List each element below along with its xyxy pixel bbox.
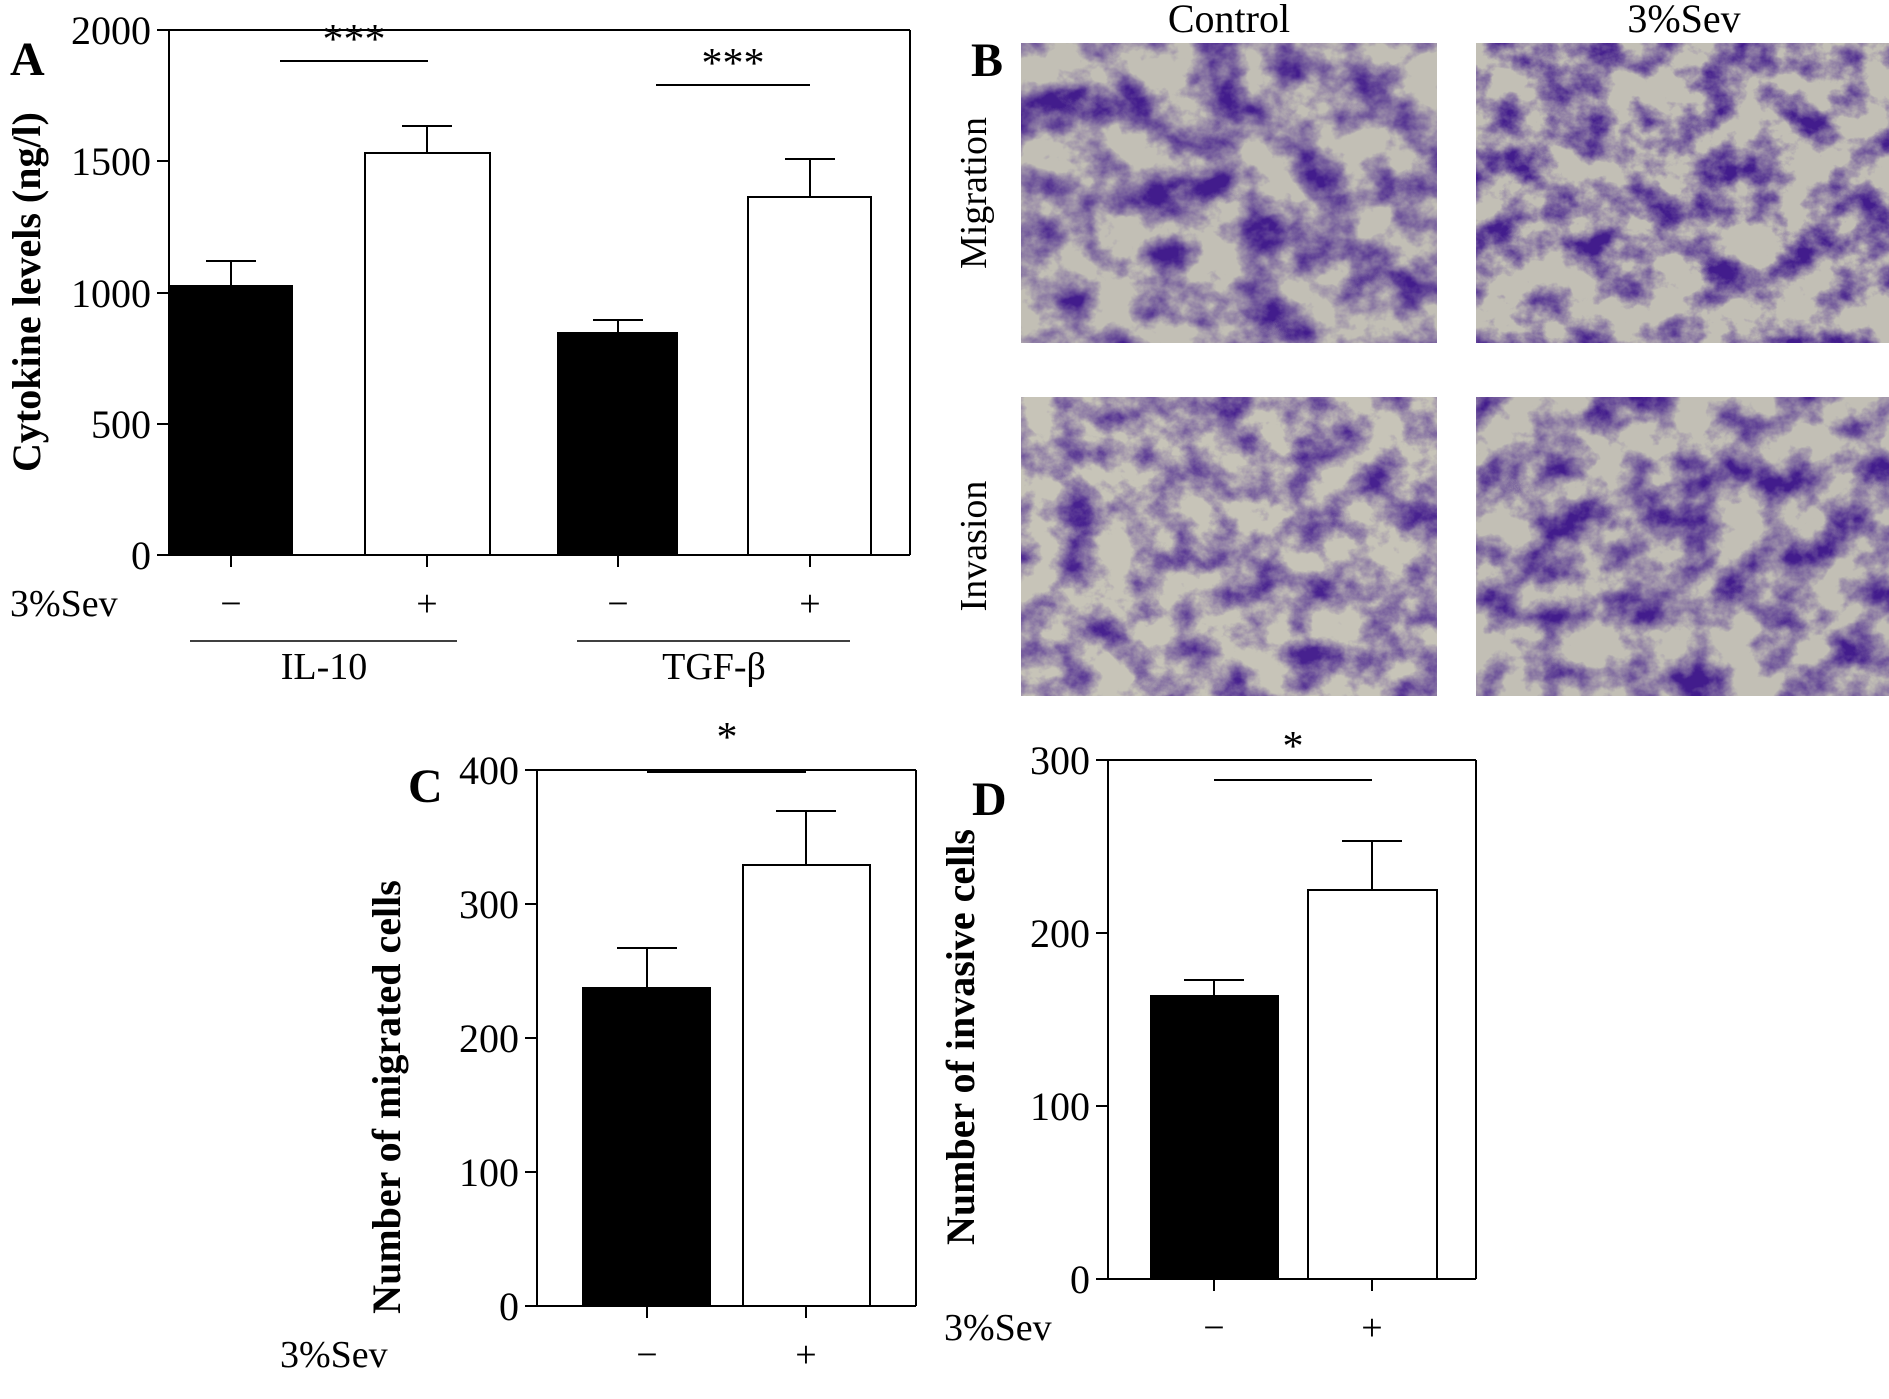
svg-text:+: +	[1361, 1307, 1382, 1349]
svg-text:400: 400	[459, 748, 519, 793]
svg-text:−: −	[220, 583, 241, 625]
svg-text:−: −	[636, 1334, 657, 1376]
svg-text:Migration: Migration	[953, 117, 995, 269]
svg-text:−: −	[1203, 1307, 1224, 1349]
svg-text:3%Sev: 3%Sev	[1627, 0, 1740, 41]
svg-text:300: 300	[459, 882, 519, 927]
svg-text:3%Sev: 3%Sev	[944, 1307, 1052, 1349]
svg-text:+: +	[795, 1334, 816, 1376]
svg-text:0: 0	[131, 533, 151, 578]
svg-text:3%Sev: 3%Sev	[10, 583, 118, 625]
svg-text:***: ***	[702, 41, 765, 87]
svg-text:Invasion: Invasion	[953, 481, 995, 612]
svg-text:***: ***	[323, 17, 386, 63]
svg-text:300: 300	[1030, 738, 1090, 783]
svg-text:+: +	[799, 583, 820, 625]
svg-text:IL-10: IL-10	[281, 646, 368, 688]
svg-text:*: *	[1283, 724, 1304, 770]
svg-text:1000: 1000	[71, 271, 151, 316]
svg-text:Number of invasive cells: Number of invasive cells	[944, 829, 983, 1245]
svg-text:A: A	[10, 33, 45, 86]
svg-text:B: B	[971, 34, 1003, 87]
svg-text:Number of migrated cells: Number of migrated cells	[364, 880, 409, 1314]
svg-text:2000: 2000	[71, 8, 151, 53]
svg-text:D: D	[972, 773, 1007, 826]
svg-text:Control: Control	[1168, 0, 1290, 41]
svg-text:1500: 1500	[71, 139, 151, 184]
svg-text:500: 500	[91, 402, 151, 447]
svg-text:+: +	[416, 583, 437, 625]
svg-text:*: *	[717, 715, 738, 761]
svg-text:TGF-β: TGF-β	[662, 646, 766, 688]
svg-text:100: 100	[459, 1150, 519, 1195]
svg-text:0: 0	[499, 1284, 519, 1329]
svg-text:200: 200	[459, 1016, 519, 1061]
svg-text:C: C	[408, 760, 443, 813]
svg-text:200: 200	[1030, 911, 1090, 956]
svg-text:3%Sev: 3%Sev	[280, 1334, 388, 1376]
svg-text:0: 0	[1070, 1257, 1090, 1302]
svg-text:Cytokine levels (ng/l): Cytokine levels (ng/l)	[4, 112, 49, 472]
svg-text:100: 100	[1030, 1084, 1090, 1129]
svg-text:−: −	[607, 583, 628, 625]
